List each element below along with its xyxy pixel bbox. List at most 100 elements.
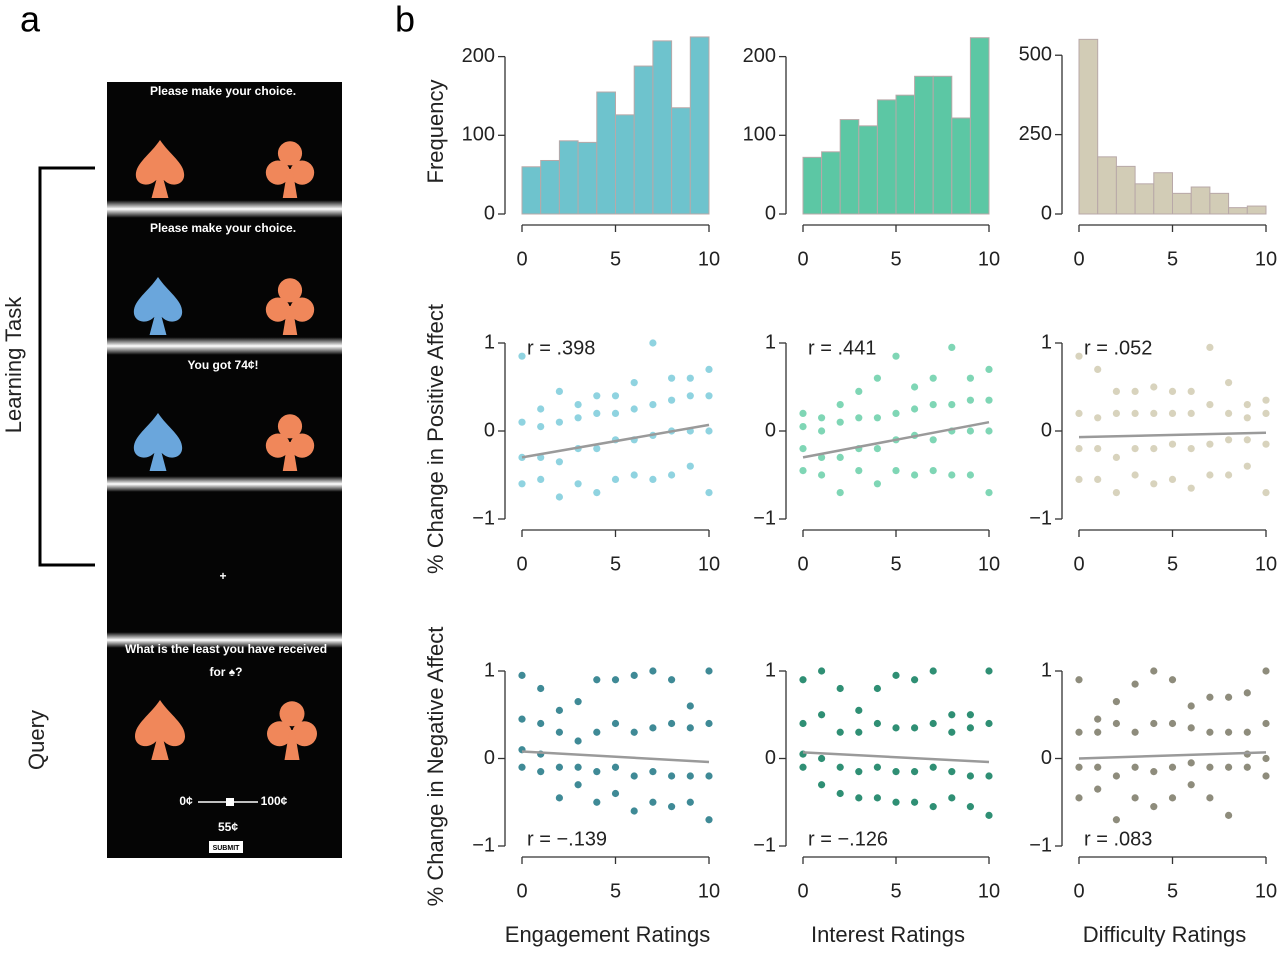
x-tick-label: 5 [1167,553,1178,575]
scatter-point [1168,387,1177,395]
scatter-point [818,754,826,763]
histogram-bar [558,140,579,215]
slider-thumb[interactable] [226,798,234,806]
scatter-point [518,715,526,723]
scatter-point [873,763,882,771]
scatter-point [892,352,900,360]
scatter-point [1206,440,1214,448]
scatter-point [929,803,937,811]
histogram-bar [1115,165,1136,215]
trend-line [1078,751,1267,760]
scatter-point [892,409,900,417]
x-tick-label: 10 [698,880,720,902]
y-tick-label: 1 [1041,331,1052,353]
y-tick-label: 1 [484,659,495,681]
scatter-point [873,445,882,453]
submit-label[interactable]: SUBMIT [213,845,241,852]
histogram-bar [596,91,616,215]
scatter-point [799,719,807,728]
y-tick-label: 0 [484,202,495,224]
x-tick-label: 0 [516,248,527,270]
scatter-point [1094,475,1102,483]
x-tick-label: 5 [610,248,621,270]
correlation-annotation: r = .052 [1084,337,1152,359]
y-tick-label: 1 [765,659,776,681]
y-tick-label: 0 [484,747,495,769]
scatter-point [1262,440,1270,448]
scatter-point [873,719,882,728]
scatter-point [948,768,956,776]
slider-max: 100¢ [261,794,288,808]
scatter-point [966,772,975,780]
histogram-bar [521,166,542,215]
histogram-bar [895,94,916,215]
y-tick-label: −1 [1029,834,1052,856]
scatter-point [836,418,844,426]
trend-line [802,420,990,459]
histogram-bar [633,65,654,215]
scatter-point [1112,698,1120,706]
screen-divider [107,337,342,355]
y-tick-label: 0 [765,419,776,441]
scatter-point [985,396,993,404]
screen-divider [107,200,342,218]
scatter-point [818,414,826,422]
scatter-point [630,379,638,387]
histogram-bar [577,141,598,215]
histogram-bar [615,114,635,215]
scatter-point [1131,387,1139,395]
x-axis-label: Interest Ratings [811,922,965,947]
scatter-point [1150,667,1158,675]
x-tick-label: 10 [978,248,1000,270]
scatter-point [705,816,713,824]
y-axis-label: % Change in Negative Affect [423,627,448,907]
submit-button[interactable] [209,841,243,853]
scatter-point [1225,763,1233,771]
y-tick-label: 200 [743,45,776,67]
trend-line [521,423,710,459]
y-axis-label: Frequency [423,80,448,184]
scatter-point [818,711,826,719]
scatter-point [649,475,657,483]
scatter-point [855,387,863,395]
histogram-bar [1153,172,1174,215]
histogram-bar [689,36,710,215]
scatter-point [593,489,601,497]
histogram-bar [1097,156,1117,215]
scatter-point [593,768,601,776]
scatter-point [1112,387,1120,395]
scatter-point [1112,719,1120,728]
scatter-point [668,374,676,382]
scatter-point [1075,409,1083,417]
panel-label: b [395,0,415,40]
scatter-point [1262,772,1270,780]
scatter-point [611,719,620,728]
y-tick-label: 1 [1041,659,1052,681]
histogram-bar [540,159,560,215]
scatter-point [966,711,975,719]
scatter-point [1112,453,1120,461]
scatter-point [574,737,582,745]
histogram-bar [1190,186,1211,215]
scatter-point [630,471,638,479]
y-tick-label: 500 [1019,44,1052,66]
scatter-point [1225,693,1233,701]
scatter-point [799,423,807,431]
scatter-point [855,728,863,736]
scatter-point [668,676,676,684]
scatter-point [705,427,713,435]
scatter-point [518,352,526,360]
x-axis-label: Engagement Ratings [505,922,710,947]
y-tick-label: 0 [1041,202,1052,224]
scatter-point [892,671,900,679]
y-tick-label: −1 [472,834,495,856]
scatter-point [818,781,826,789]
x-tick-label: 5 [610,553,621,575]
scatter-point [686,724,694,732]
scatter-point [1206,693,1214,701]
scatter-point [1243,401,1251,409]
x-tick-label: 10 [1255,880,1277,902]
scatter-point [929,763,937,771]
scatter-point [686,702,694,710]
x-tick-label: 0 [797,880,808,902]
